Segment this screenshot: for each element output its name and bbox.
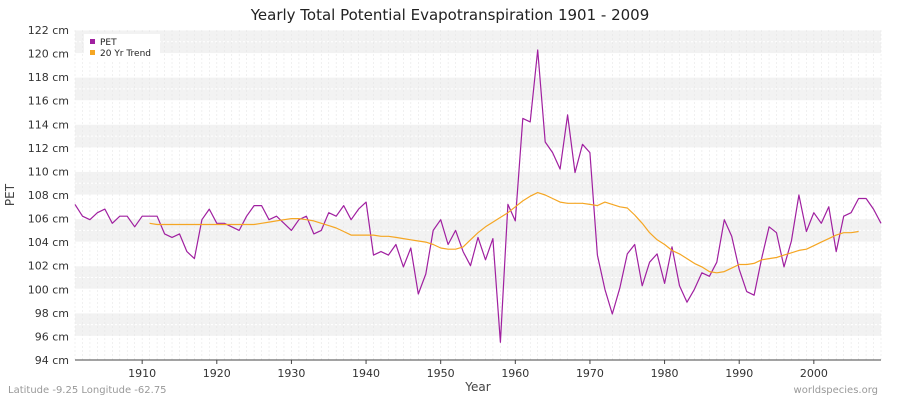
x-tick-label: 1930 xyxy=(277,367,305,380)
y-axis-ticks: 94 cm 96 cm 98 cm 100 cm 102 cm 104 cm 106 cm 1… xyxy=(28,24,69,367)
y-tick-label: 98 cm xyxy=(35,307,69,320)
legend-swatch xyxy=(90,39,95,44)
series-line-20-yr-trend xyxy=(149,192,859,274)
x-tick-label: 1950 xyxy=(427,367,455,380)
legend-swatch xyxy=(90,50,95,55)
y-tick-label: 102 cm xyxy=(28,260,69,273)
y-tick-label: 96 cm xyxy=(35,330,69,343)
y-tick-label: 114 cm xyxy=(28,118,69,131)
series-layer xyxy=(74,49,882,343)
x-tick-label: 1940 xyxy=(352,367,380,380)
y-tick-label: 104 cm xyxy=(28,236,69,249)
location-caption: Latitude -9.25 Longitude -62.75 xyxy=(8,385,167,396)
x-tick-label: 1980 xyxy=(651,367,679,380)
y-tick-label: 106 cm xyxy=(28,213,69,226)
x-axis-ticks: 1910 1920 1930 1940 1950 1960 1970 1980 1990 2000 xyxy=(128,360,828,380)
series-line-pet xyxy=(74,49,882,343)
chart-title: Yearly Total Potential Evapotranspiratio… xyxy=(250,6,650,24)
y-tick-label: 118 cm xyxy=(28,71,69,84)
x-tick-label: 1960 xyxy=(501,367,529,380)
legend-box xyxy=(84,34,160,62)
x-axis-label: Year xyxy=(464,380,490,394)
x-tick-label: 2000 xyxy=(800,367,828,380)
x-tick-label: 1920 xyxy=(203,367,231,380)
y-tick-label: 116 cm xyxy=(28,95,69,108)
legend-label: PET xyxy=(100,38,117,48)
x-tick-label: 1990 xyxy=(725,367,753,380)
y-tick-label: 112 cm xyxy=(28,142,69,155)
y-axis-label: PET xyxy=(3,183,17,206)
source-caption: worldspecies.org xyxy=(793,385,878,396)
y-tick-label: 122 cm xyxy=(28,24,69,37)
y-tick-label: 100 cm xyxy=(28,283,69,296)
legend-label: 20 Yr Trend xyxy=(100,49,151,59)
gridlines xyxy=(74,29,882,361)
x-tick-label: 1970 xyxy=(576,367,604,380)
y-tick-label: 108 cm xyxy=(28,189,69,202)
y-tick-label: 110 cm xyxy=(28,165,69,178)
x-tick-label: 1910 xyxy=(128,367,156,380)
y-tick-label: 94 cm xyxy=(35,354,69,367)
y-tick-label: 120 cm xyxy=(28,48,69,61)
